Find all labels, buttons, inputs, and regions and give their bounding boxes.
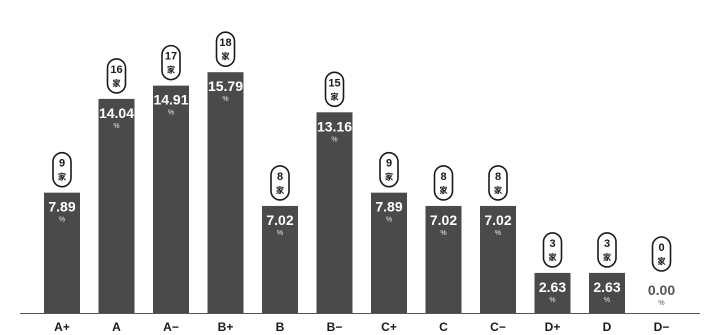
- bar: [589, 272, 625, 313]
- count-label: 8: [277, 171, 283, 183]
- bar: [316, 112, 353, 313]
- data-label-unit: %: [495, 230, 501, 237]
- count-label: 3: [549, 238, 555, 250]
- count-unit: 家: [222, 51, 231, 61]
- data-label-unit: %: [386, 217, 392, 224]
- data-label-unit: %: [168, 110, 174, 117]
- data-label: 2.63: [593, 279, 620, 295]
- count-label: 9: [386, 158, 392, 170]
- count-label: 16: [110, 64, 122, 76]
- count-label: 15: [328, 77, 340, 89]
- count-badge: [161, 44, 181, 81]
- count-unit: 家: [331, 91, 340, 101]
- bar: [153, 85, 189, 313]
- data-label: 7.89: [375, 199, 402, 215]
- data-label-unit: %: [59, 217, 65, 224]
- bar: [425, 205, 462, 313]
- data-label: 15.79: [208, 78, 243, 94]
- data-label: 13.16: [317, 118, 352, 134]
- x-tick-label: B+: [218, 320, 234, 334]
- count-label: 17: [165, 51, 177, 63]
- count-label: 9: [59, 158, 65, 170]
- data-label-unit: %: [113, 123, 119, 130]
- count-label: 18: [219, 37, 231, 49]
- count-badge: [542, 232, 563, 268]
- bar: [262, 205, 298, 313]
- count-badge: [215, 31, 236, 68]
- count-label: 0: [658, 242, 664, 254]
- data-label-unit: %: [277, 230, 283, 237]
- count-badge: [433, 165, 454, 201]
- count-badge: [52, 151, 72, 188]
- count-unit: 家: [440, 185, 449, 195]
- x-tick-label: D+: [545, 320, 561, 334]
- data-label: 2.63: [539, 279, 566, 295]
- count-unit: 家: [58, 172, 67, 182]
- bars-group: 7.89% 9 家 A+ 14.04% 16 家 A 14.91% 17 家 A− 15.79% 18 家 B…: [44, 31, 675, 334]
- data-label: 0.00: [648, 282, 675, 298]
- count-unit: 家: [167, 65, 176, 75]
- bar: [371, 192, 407, 313]
- count-label: 3: [604, 238, 610, 250]
- count-unit: 家: [276, 185, 285, 195]
- x-tick-label: C: [439, 320, 448, 334]
- data-label-unit: %: [658, 300, 664, 307]
- count-unit: 家: [603, 252, 612, 262]
- bar: [44, 192, 80, 313]
- x-tick-label: D−: [654, 320, 670, 334]
- x-tick-label: A+: [54, 320, 70, 334]
- bar: [480, 205, 516, 313]
- count-label: 8: [440, 171, 446, 183]
- count-badge: [324, 71, 345, 108]
- bar: [534, 272, 571, 313]
- data-label-unit: %: [549, 297, 555, 304]
- data-label: 7.02: [430, 212, 457, 228]
- x-tick-label: A: [112, 320, 121, 334]
- data-label: 7.02: [266, 212, 293, 228]
- data-label-unit: %: [331, 136, 337, 143]
- data-label-unit: %: [440, 230, 446, 237]
- x-tick-label: A−: [163, 320, 179, 334]
- bar: [98, 98, 135, 313]
- x-tick-label: D: [603, 320, 612, 334]
- count-badge: [379, 151, 399, 188]
- count-badge: [488, 165, 508, 201]
- count-unit: 家: [385, 172, 394, 182]
- bar: [207, 72, 244, 313]
- x-tick-label: C+: [381, 320, 397, 334]
- count-unit: 家: [549, 252, 558, 262]
- data-label: 7.02: [484, 212, 511, 228]
- count-badge: [106, 58, 127, 94]
- data-label-unit: %: [604, 297, 610, 304]
- count-unit: 家: [658, 256, 667, 266]
- x-tick-label: B−: [327, 320, 343, 334]
- count-badge: [270, 165, 290, 201]
- data-label: 14.91: [153, 92, 188, 108]
- count-badge: [597, 232, 617, 268]
- data-label: 14.04: [99, 105, 134, 121]
- data-label: 7.89: [48, 199, 75, 215]
- data-label-unit: %: [222, 96, 228, 103]
- count-unit: 家: [113, 78, 122, 88]
- count-unit: 家: [494, 185, 503, 195]
- count-label: 8: [495, 171, 501, 183]
- count-badge: [651, 236, 672, 272]
- x-tick-label: B: [276, 320, 285, 334]
- x-tick-label: C−: [490, 320, 506, 334]
